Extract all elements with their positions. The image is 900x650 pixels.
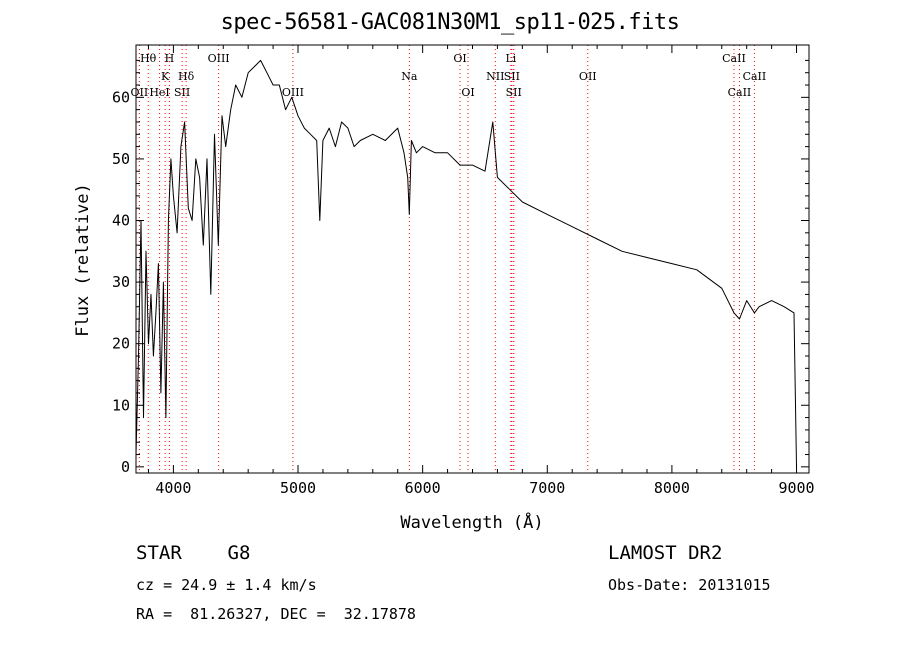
x-tick-label-2: 6000	[405, 479, 441, 497]
chart-title: spec-56581-GAC081N30M1_sp11-025.fits	[220, 10, 680, 35]
line-label-11: OI	[461, 86, 474, 99]
spectral-line-markers	[138, 45, 755, 473]
x-tick-label-3: 7000	[529, 479, 565, 497]
line-label-8: OIII	[282, 86, 304, 99]
redshift-text: cz = 24.9 ± 1.4 km/s	[136, 576, 317, 594]
line-label-0: Hθ	[140, 52, 157, 65]
line-label-3: K	[161, 70, 170, 83]
series-layer	[135, 59, 797, 467]
line-label-17: CaII	[722, 52, 746, 65]
line-label-7: OIII	[208, 52, 230, 65]
y-tick-label-2: 20	[112, 335, 130, 353]
line-label-16: OII	[579, 70, 597, 83]
x-tick-label-0: 4000	[155, 479, 191, 497]
y-tick-label-5: 50	[112, 150, 130, 168]
line-label-5: SII	[174, 86, 190, 99]
x-tick-label-4: 8000	[654, 479, 690, 497]
line-label-12: NII	[486, 70, 504, 83]
y-tick-label-6: 60	[112, 88, 130, 106]
line-label-19: CaII	[743, 70, 767, 83]
x-axis-ticks: 4000 5000 6000 7000 8000 9000	[147, 45, 815, 497]
survey-label: LAMOST DR2	[608, 542, 723, 564]
line-label-2: HeI	[149, 86, 169, 99]
line-label-9: Na	[401, 70, 418, 83]
line-label-13: Li	[505, 52, 516, 65]
y-tick-label-0: 0	[121, 458, 130, 476]
x-tick-label-5: 9000	[778, 479, 814, 497]
line-label-14: SII	[504, 70, 520, 83]
object-class-text: STAR G8	[136, 542, 251, 564]
line-label-10: OI	[453, 52, 466, 65]
plot-frame	[135, 44, 810, 474]
x-axis-label: Wavelength (Å)	[400, 511, 543, 533]
y-axis-ticks: 0 10 20 30 40 50 60	[112, 59, 809, 476]
y-tick-label-3: 30	[112, 273, 130, 291]
x-tick-label-1: 5000	[280, 479, 316, 497]
y-axis-label: Flux (relative)	[73, 183, 93, 337]
obs-date-text: Obs-Date: 20131015	[608, 576, 771, 594]
line-label-6: Hδ	[178, 70, 195, 83]
y-tick-label-4: 40	[112, 212, 130, 230]
line-label-4: H	[165, 52, 175, 65]
coordinates-text: RA = 81.26327, DEC = 32.17878	[136, 605, 416, 623]
line-label-15: SII	[506, 86, 522, 99]
y-tick-label-1: 10	[112, 396, 130, 414]
line-label-1: OII	[131, 86, 149, 99]
spectrum-series-0	[135, 59, 797, 467]
line-label-18: CaII	[728, 86, 752, 99]
